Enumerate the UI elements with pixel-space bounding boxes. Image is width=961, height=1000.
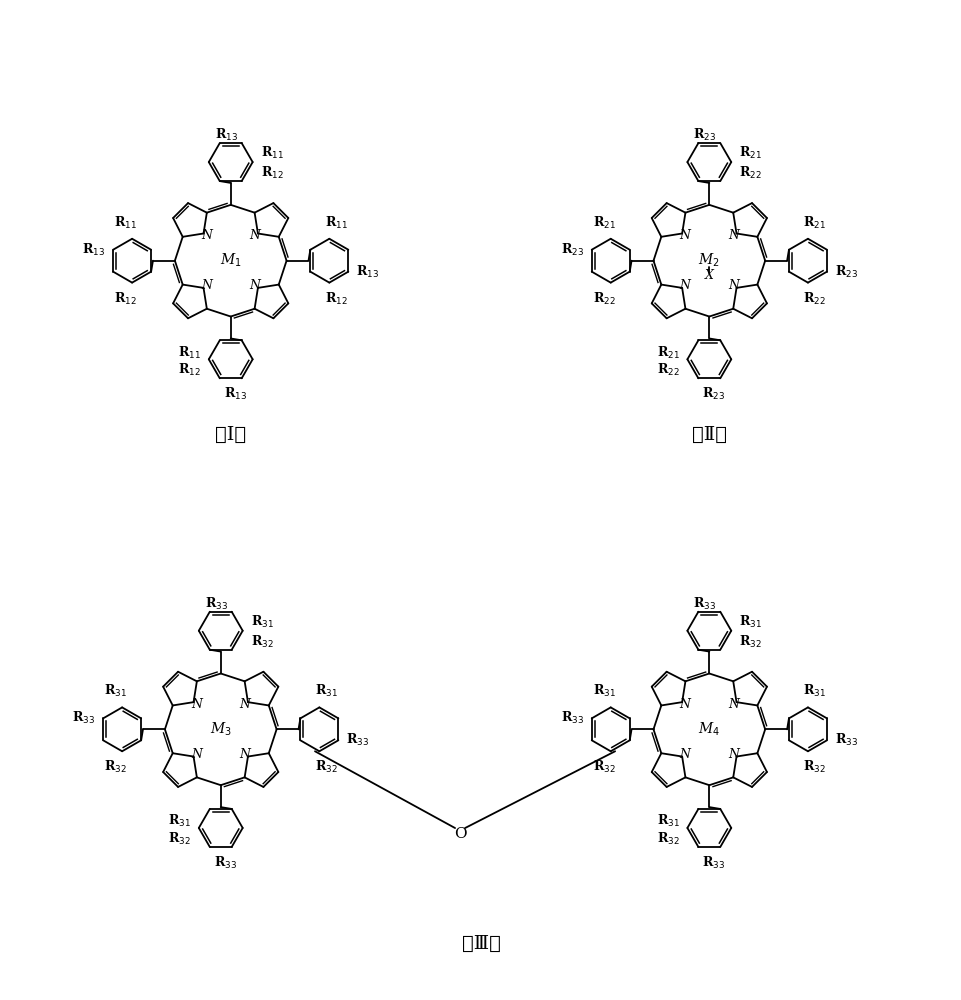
Text: R$_{23}$: R$_{23}$ — [702, 386, 725, 402]
Text: R$_{12}$: R$_{12}$ — [114, 291, 136, 307]
Text: R$_{32}$: R$_{32}$ — [802, 759, 825, 775]
Text: R$_{33}$: R$_{33}$ — [213, 855, 236, 871]
Text: M$_3$: M$_3$ — [209, 721, 232, 738]
Text: N: N — [191, 698, 202, 711]
Text: N: N — [249, 229, 260, 242]
Text: N: N — [239, 748, 250, 761]
Text: R$_{31}$: R$_{31}$ — [738, 614, 761, 630]
Text: N: N — [727, 279, 738, 292]
Text: R$_{31}$: R$_{31}$ — [104, 683, 127, 699]
Text: N: N — [191, 748, 202, 761]
Text: R$_{21}$: R$_{21}$ — [738, 145, 761, 161]
Text: N: N — [678, 748, 690, 761]
Text: R$_{21}$: R$_{21}$ — [592, 215, 615, 231]
Text: R$_{33}$: R$_{33}$ — [72, 710, 95, 726]
Text: N: N — [201, 279, 211, 292]
Text: R$_{13}$: R$_{13}$ — [82, 242, 105, 258]
Text: （Ⅱ）: （Ⅱ） — [691, 426, 727, 444]
Text: R$_{13}$: R$_{13}$ — [214, 127, 237, 143]
Text: N: N — [239, 698, 250, 711]
Text: R$_{22}$: R$_{22}$ — [592, 291, 615, 307]
Text: R$_{31}$: R$_{31}$ — [802, 683, 825, 699]
Text: R$_{33}$: R$_{33}$ — [834, 732, 857, 748]
Text: M$_2$: M$_2$ — [698, 252, 720, 269]
Text: R$_{33}$: R$_{33}$ — [560, 710, 583, 726]
Text: R$_{32}$: R$_{32}$ — [592, 759, 615, 775]
Text: M$_4$: M$_4$ — [698, 721, 720, 738]
Text: R$_{33}$: R$_{33}$ — [693, 596, 716, 612]
Text: R$_{12}$: R$_{12}$ — [324, 291, 347, 307]
Text: M$_1$: M$_1$ — [219, 252, 241, 269]
Text: R$_{31}$: R$_{31}$ — [251, 614, 273, 630]
Text: R$_{32}$: R$_{32}$ — [251, 634, 273, 650]
Text: R$_{23}$: R$_{23}$ — [560, 242, 583, 258]
Text: R$_{21}$: R$_{21}$ — [802, 215, 825, 231]
Text: R$_{32}$: R$_{32}$ — [168, 831, 190, 847]
Text: N: N — [678, 698, 690, 711]
Text: R$_{11}$: R$_{11}$ — [178, 345, 201, 361]
Text: R$_{11}$: R$_{11}$ — [114, 215, 136, 231]
Text: R$_{13}$: R$_{13}$ — [356, 264, 379, 280]
Text: R$_{11}$: R$_{11}$ — [260, 145, 283, 161]
Text: R$_{33}$: R$_{33}$ — [346, 732, 369, 748]
Text: R$_{32}$: R$_{32}$ — [738, 634, 761, 650]
Text: R$_{33}$: R$_{33}$ — [702, 855, 725, 871]
Text: N: N — [727, 748, 738, 761]
Text: R$_{21}$: R$_{21}$ — [656, 345, 678, 361]
Text: N: N — [678, 279, 690, 292]
Text: （Ⅲ）: （Ⅲ） — [461, 935, 500, 953]
Text: N: N — [201, 229, 211, 242]
Text: R$_{31}$: R$_{31}$ — [168, 813, 190, 829]
Text: R$_{22}$: R$_{22}$ — [802, 291, 825, 307]
Text: R$_{13}$: R$_{13}$ — [224, 386, 246, 402]
Text: R$_{31}$: R$_{31}$ — [314, 683, 337, 699]
Text: R$_{22}$: R$_{22}$ — [656, 362, 678, 378]
Text: R$_{33}$: R$_{33}$ — [205, 596, 228, 612]
Text: O: O — [454, 827, 466, 841]
Text: N: N — [678, 229, 690, 242]
Text: R$_{32}$: R$_{32}$ — [314, 759, 337, 775]
Text: R$_{31}$: R$_{31}$ — [656, 813, 678, 829]
Text: （Ⅰ）: （Ⅰ） — [215, 426, 246, 444]
Text: R$_{23}$: R$_{23}$ — [693, 127, 716, 143]
Text: X: X — [704, 269, 713, 282]
Text: R$_{22}$: R$_{22}$ — [738, 165, 761, 181]
Text: R$_{31}$: R$_{31}$ — [592, 683, 615, 699]
Text: R$_{11}$: R$_{11}$ — [324, 215, 347, 231]
Text: R$_{32}$: R$_{32}$ — [656, 831, 678, 847]
Text: N: N — [249, 279, 260, 292]
Text: R$_{23}$: R$_{23}$ — [834, 264, 857, 280]
Text: N: N — [727, 698, 738, 711]
Text: R$_{12}$: R$_{12}$ — [178, 362, 201, 378]
Text: R$_{12}$: R$_{12}$ — [260, 165, 283, 181]
Text: N: N — [727, 229, 738, 242]
Text: R$_{32}$: R$_{32}$ — [104, 759, 127, 775]
